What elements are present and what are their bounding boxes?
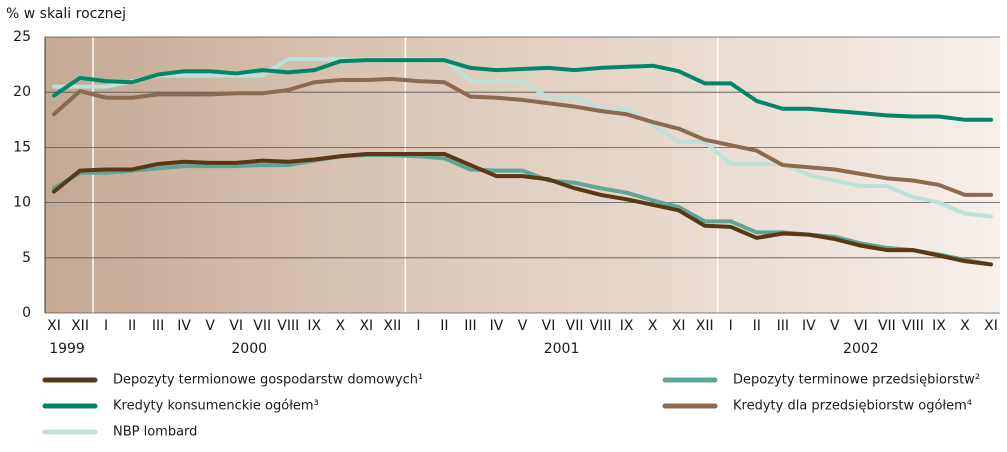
legend-label: NBP lombard — [113, 425, 197, 440]
x-tick-label: V — [830, 318, 840, 334]
x-tick-label: III — [777, 318, 789, 334]
series-line — [52, 76, 993, 197]
x-tick-label: XII — [71, 318, 89, 334]
year-label: 2002 — [843, 341, 879, 357]
series-line — [52, 57, 993, 219]
x-tick-label: VI — [229, 318, 243, 334]
legend-label: Depozyty terminowe przedsiębiorstw² — [733, 373, 980, 388]
x-tick-label: VII — [878, 318, 896, 334]
x-tick-label: XI — [672, 318, 686, 334]
legend-label: Depozyty termionowe gospodarstw domowych… — [113, 373, 423, 388]
x-tick-label: XI — [984, 318, 998, 334]
x-tick-label: II — [753, 318, 761, 334]
legend-label: Kredyty dla przedsiębiorstw ogółem⁴ — [733, 399, 972, 414]
x-tick-label: V — [518, 318, 528, 334]
x-tick-label: I — [416, 318, 420, 334]
series-line — [52, 153, 993, 267]
series-line — [52, 152, 993, 267]
x-tick-label: III — [464, 318, 476, 334]
x-tick-label: X — [648, 318, 658, 334]
x-tick-label: IV — [177, 318, 191, 334]
x-tick-label: IV — [490, 318, 504, 334]
x-tick-label: XI — [359, 318, 373, 334]
x-tick-label: V — [205, 318, 215, 334]
y-tick-label: 10 — [13, 195, 31, 211]
x-tick-label: II — [440, 318, 448, 334]
y-tick-label: 5 — [22, 250, 31, 266]
x-tick-label: VII — [566, 318, 584, 334]
legend-label: Kredyty konsumenckie ogółem³ — [113, 399, 319, 414]
y-tick-label: 20 — [13, 84, 31, 100]
x-tick-label: IX — [932, 318, 946, 334]
x-tick-label: X — [960, 318, 970, 334]
x-tick-label: IV — [802, 318, 816, 334]
x-tick-label: VI — [854, 318, 868, 334]
y-tick-label: 0 — [22, 305, 31, 321]
y-tick-label: 15 — [13, 139, 31, 155]
year-label: 1999 — [49, 341, 85, 357]
x-tick-label: I — [104, 318, 108, 334]
y-tick-label: 25 — [13, 29, 31, 45]
x-tick-label: III — [152, 318, 164, 334]
x-tick-label: VI — [542, 318, 556, 334]
x-tick-label: VIII — [590, 318, 612, 334]
series-line — [52, 58, 993, 122]
x-tick-label: II — [128, 318, 136, 334]
x-tick-label: XI — [47, 318, 61, 334]
x-tick-label: IX — [307, 318, 321, 334]
x-tick-label: XII — [696, 318, 714, 334]
x-tick-label: VII — [253, 318, 271, 334]
x-tick-label: VIII — [277, 318, 299, 334]
x-tick-label: X — [336, 318, 346, 334]
x-tick-label: XII — [383, 318, 401, 334]
x-tick-label: I — [729, 318, 733, 334]
year-label: 2001 — [544, 341, 580, 357]
year-label: 2000 — [231, 341, 267, 357]
x-tick-label: IX — [620, 318, 634, 334]
y-axis-label: % w skali rocznej — [6, 6, 126, 22]
x-tick-label: VIII — [902, 318, 924, 334]
